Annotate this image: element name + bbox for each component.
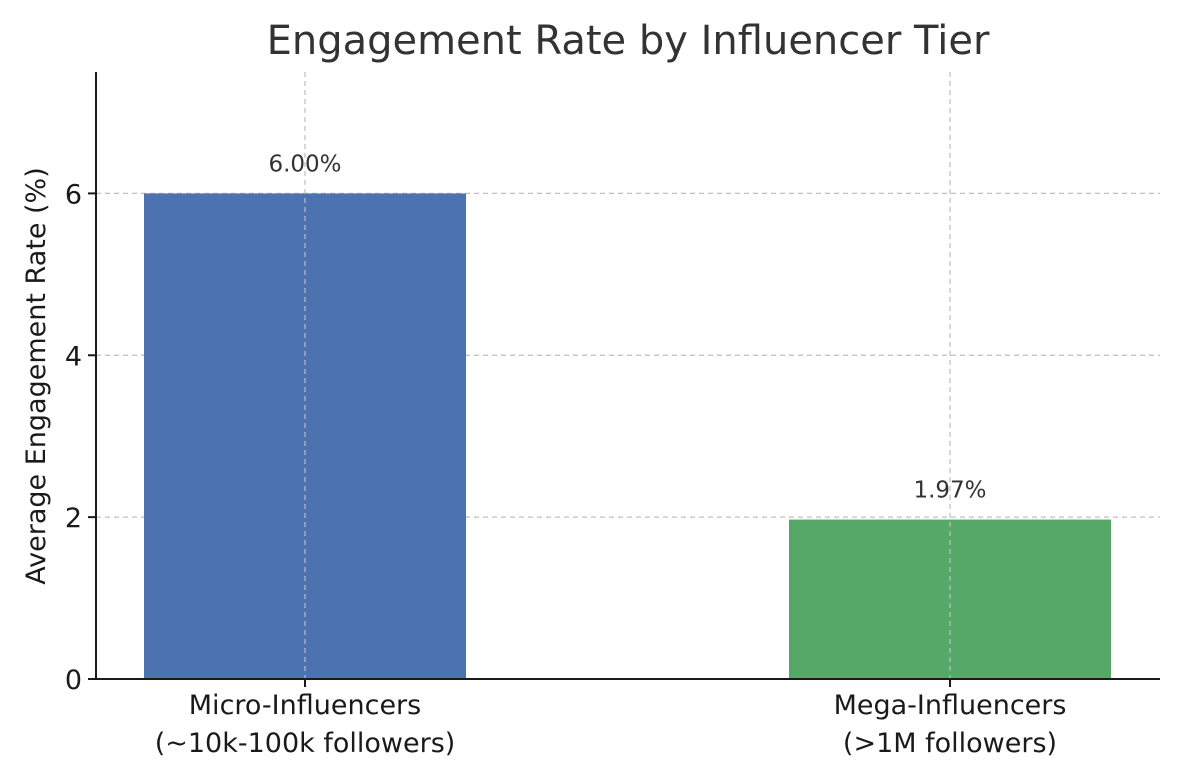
x-categories: Micro-Influencers (~10k-100k followers) Me… (155, 679, 1067, 759)
y-tick-label-2: 4 (65, 341, 82, 372)
grid (96, 192, 1160, 518)
x-category-label-0-1: (~10k-100k followers) (155, 728, 456, 759)
x-category-label-1-0: Mega-Influencers (834, 690, 1067, 721)
y-tick-label-1: 2 (65, 503, 82, 534)
y-axis-label: Average Engagement Rate (%) (21, 167, 52, 584)
value-labels: 6.00% 1.97% (268, 151, 986, 503)
x-category-label-1-1: (>1M followers) (843, 728, 1057, 759)
chart-title: Engagement Rate by Influencer Tier (267, 18, 990, 64)
y-tick-label-3: 6 (65, 179, 82, 210)
vertical-grid (304, 72, 951, 679)
y-ticks: 0 2 4 6 (65, 179, 96, 696)
bar-value-label-0: 6.00% (268, 151, 341, 177)
bar-value-label-1: 1.97% (913, 478, 986, 504)
axes (95, 72, 1160, 680)
y-tick-label-0: 0 (65, 665, 82, 696)
bars (144, 193, 1111, 679)
x-category-label-0-0: Micro-Influencers (189, 690, 421, 721)
